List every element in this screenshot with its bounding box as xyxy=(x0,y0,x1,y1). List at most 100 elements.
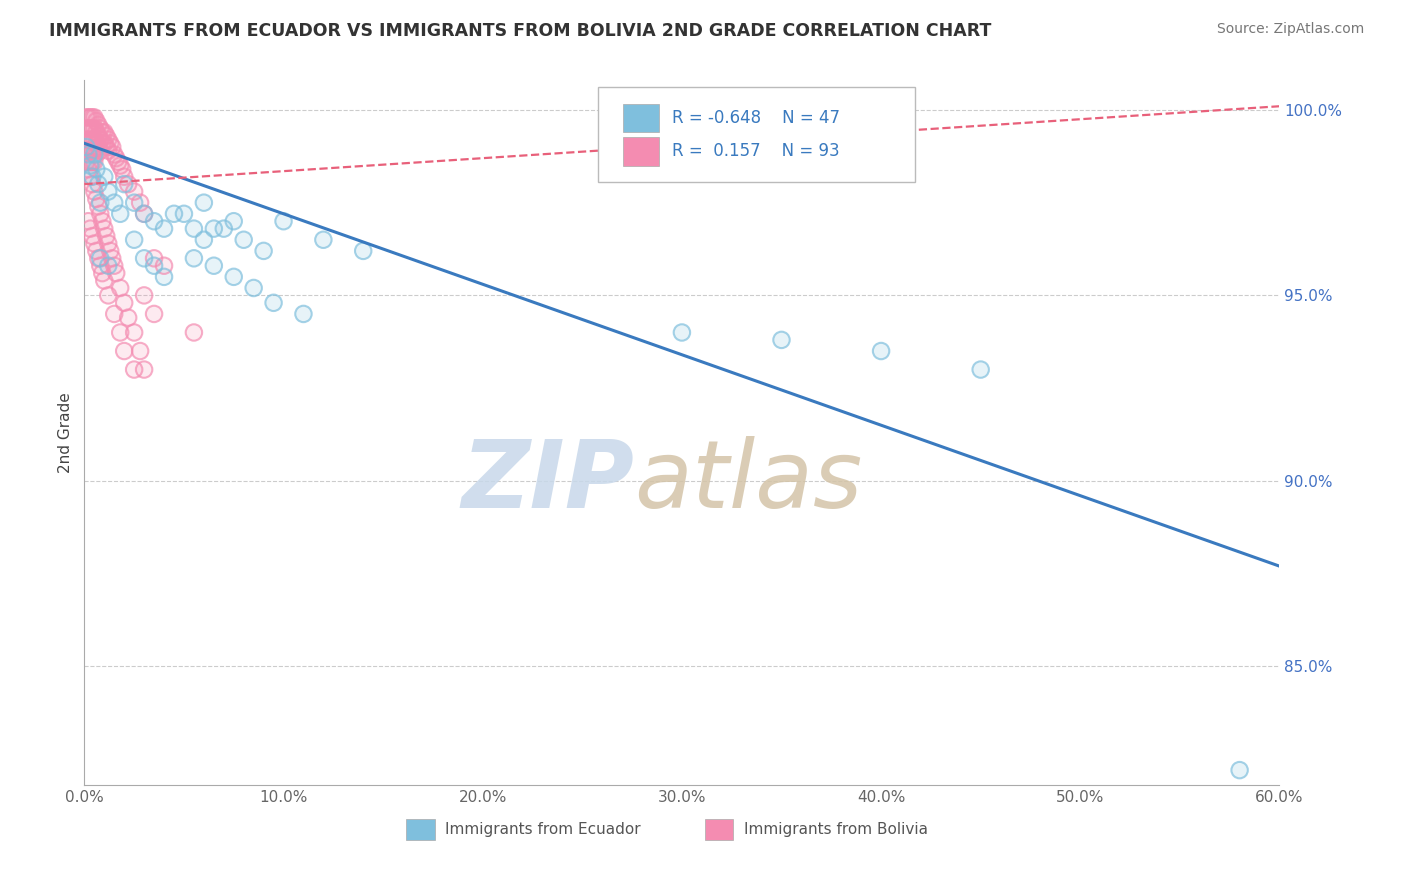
Point xyxy=(87,128,110,143)
Point xyxy=(242,281,264,295)
Point xyxy=(132,288,156,302)
Point xyxy=(132,288,156,302)
Point xyxy=(87,177,110,191)
Point xyxy=(98,136,121,151)
Point xyxy=(117,310,139,325)
Point xyxy=(93,169,115,184)
Point xyxy=(87,128,110,143)
Point xyxy=(82,177,104,191)
Point xyxy=(82,133,104,147)
Point xyxy=(89,133,111,147)
Point xyxy=(86,125,108,139)
Point xyxy=(132,252,156,266)
Point xyxy=(110,207,132,221)
Point xyxy=(292,307,315,321)
Point xyxy=(83,121,105,136)
Point xyxy=(83,185,105,199)
FancyBboxPatch shape xyxy=(704,819,734,840)
Point xyxy=(86,162,108,177)
Point xyxy=(89,252,111,266)
Point xyxy=(132,207,156,221)
Point xyxy=(132,362,156,376)
Point xyxy=(86,114,108,128)
Point xyxy=(122,362,145,376)
Point xyxy=(83,185,105,199)
Point xyxy=(79,154,101,169)
Point xyxy=(83,111,105,125)
Point xyxy=(263,295,285,310)
Point xyxy=(103,195,125,210)
Point xyxy=(212,221,235,235)
Point xyxy=(107,154,129,169)
Point xyxy=(75,154,97,169)
Text: ZIP: ZIP xyxy=(461,436,634,528)
Point xyxy=(93,125,115,139)
Point xyxy=(153,259,176,273)
Point xyxy=(77,147,100,161)
Point xyxy=(82,144,104,158)
Text: Immigrants from Ecuador: Immigrants from Ecuador xyxy=(446,822,641,837)
Point xyxy=(103,307,125,321)
Point xyxy=(75,121,97,136)
Point xyxy=(770,333,793,347)
Point xyxy=(222,214,245,228)
Point xyxy=(91,266,114,280)
Point xyxy=(87,118,110,132)
Point xyxy=(93,274,115,288)
Point xyxy=(242,281,264,295)
Point xyxy=(117,177,139,191)
Point xyxy=(153,269,176,284)
Point xyxy=(77,111,100,125)
Point xyxy=(82,154,104,169)
FancyBboxPatch shape xyxy=(406,819,434,840)
Point xyxy=(89,195,111,210)
Point xyxy=(173,207,195,221)
Point xyxy=(122,326,145,340)
Point xyxy=(105,151,128,165)
Point xyxy=(89,144,111,158)
Point xyxy=(89,144,111,158)
Point xyxy=(222,214,245,228)
Point xyxy=(112,169,135,184)
Point xyxy=(202,259,225,273)
Point xyxy=(97,259,120,273)
Point xyxy=(193,195,215,210)
Point xyxy=(112,295,135,310)
Point xyxy=(273,214,295,228)
Point xyxy=(163,207,186,221)
Point xyxy=(83,111,105,125)
Point xyxy=(143,259,166,273)
Point xyxy=(82,169,104,184)
Point xyxy=(273,214,295,228)
Point xyxy=(77,144,100,158)
Point xyxy=(83,133,105,147)
Point xyxy=(110,326,132,340)
Point xyxy=(870,344,893,359)
Point xyxy=(143,214,166,228)
Point xyxy=(79,144,101,158)
Point xyxy=(86,244,108,258)
Point xyxy=(79,154,101,169)
Point xyxy=(77,121,100,136)
Text: IMMIGRANTS FROM ECUADOR VS IMMIGRANTS FROM BOLIVIA 2ND GRADE CORRELATION CHART: IMMIGRANTS FROM ECUADOR VS IMMIGRANTS FR… xyxy=(49,22,991,40)
Point xyxy=(79,159,101,173)
Point xyxy=(91,214,114,228)
Point xyxy=(77,121,100,136)
Point xyxy=(352,244,374,258)
Point xyxy=(77,144,100,158)
Point xyxy=(96,229,118,244)
Point xyxy=(122,362,145,376)
Point xyxy=(101,252,124,266)
Point xyxy=(75,154,97,169)
Point xyxy=(96,140,118,154)
Point xyxy=(132,207,156,221)
Point xyxy=(98,244,121,258)
Point xyxy=(132,207,156,221)
Point xyxy=(83,133,105,147)
Point xyxy=(96,128,118,143)
Point xyxy=(97,288,120,302)
Point xyxy=(97,236,120,251)
Point xyxy=(112,344,135,359)
Point xyxy=(77,133,100,147)
Point xyxy=(91,136,114,151)
